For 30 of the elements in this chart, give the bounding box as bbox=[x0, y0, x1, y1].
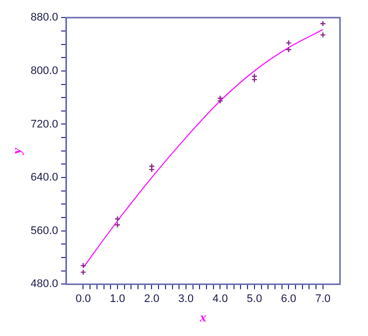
line-series bbox=[82, 29, 324, 268]
point bbox=[80, 269, 86, 276]
point bbox=[320, 20, 326, 27]
point bbox=[148, 166, 155, 173]
x-tick-label: 4.0 bbox=[212, 292, 228, 305]
x-tick-label: 2.0 bbox=[144, 292, 160, 305]
y-tick-label: 720.0 bbox=[30, 118, 58, 130]
point bbox=[251, 73, 258, 80]
point bbox=[286, 40, 292, 46]
x-tick-label: 7.0 bbox=[315, 292, 331, 305]
x-tick-label: 1.0 bbox=[110, 292, 126, 305]
y-tick-label: 480.0 bbox=[30, 278, 58, 290]
y-tick-label: 640.0 bbox=[30, 172, 58, 184]
point bbox=[217, 98, 224, 104]
point bbox=[114, 222, 121, 228]
y-axis-title: y bbox=[9, 148, 24, 156]
y-tick-label: 560.0 bbox=[30, 224, 58, 237]
point bbox=[114, 216, 121, 222]
y-tick-label: 880.0 bbox=[30, 12, 58, 24]
x-tick-label: 6.0 bbox=[281, 292, 296, 305]
x-tick-label: 3.0 bbox=[178, 292, 194, 305]
y-tick-label: 800.0 bbox=[30, 64, 58, 77]
x-axis-title: x bbox=[198, 310, 207, 325]
point bbox=[320, 32, 326, 38]
point bbox=[286, 46, 292, 53]
point bbox=[80, 262, 86, 269]
x-tick-label: 0.0 bbox=[76, 292, 91, 305]
point bbox=[251, 76, 258, 83]
x-tick-label: 5.0 bbox=[246, 292, 262, 305]
point bbox=[148, 163, 155, 170]
